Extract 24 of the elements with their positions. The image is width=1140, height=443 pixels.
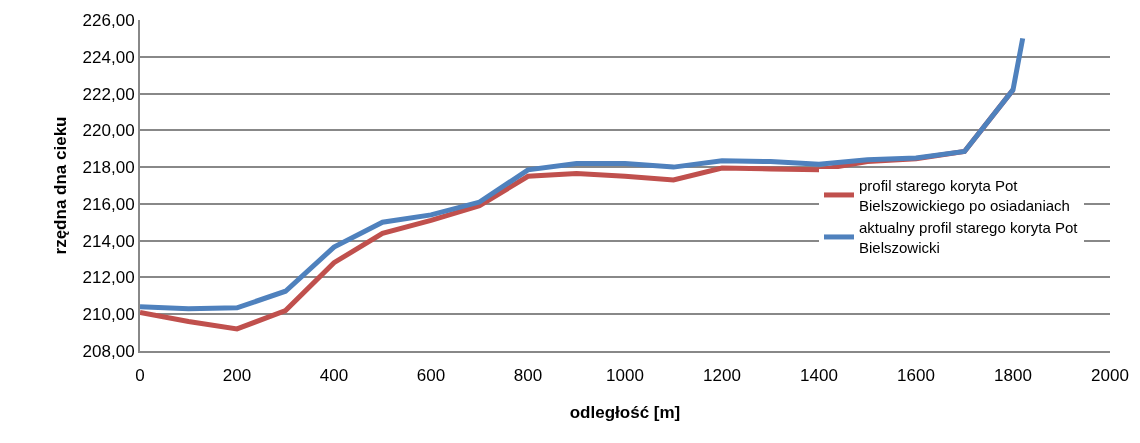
x-tick-label: 1200 [703,366,741,386]
y-tick-label: 214,00 [82,231,135,251]
x-tick-label: 400 [319,366,349,386]
x-tick-label: 1400 [800,366,838,386]
x-tick-label: 200 [222,366,252,386]
legend-label: aktualny profil starego koryta Pot Bielszowicki [859,219,1079,256]
x-axis-title: odległość [m] [569,403,681,423]
y-tick-label: 224,00 [82,47,135,67]
x-tick-label: 0 [135,366,145,386]
x-tick-label: 1600 [897,366,935,386]
x-tick-label: 1000 [606,366,644,386]
y-tick-label: 208,00 [82,341,135,361]
x-tick-label: 600 [416,366,446,386]
y-tick-label: 212,00 [82,268,135,288]
x-tick-label: 2000 [1091,366,1129,386]
y-tick-label: 216,00 [82,194,135,214]
y-axis-title: rzędna dna cieku [50,116,70,255]
y-tick-label: 226,00 [82,10,135,30]
x-tick-label: 1800 [994,366,1032,386]
y-tick-label: 218,00 [82,158,135,178]
y-tick-label: 222,00 [82,84,135,104]
y-tick-label: 210,00 [82,305,135,325]
y-tick-label: 220,00 [82,121,135,141]
x-tick-label: 800 [513,366,543,386]
